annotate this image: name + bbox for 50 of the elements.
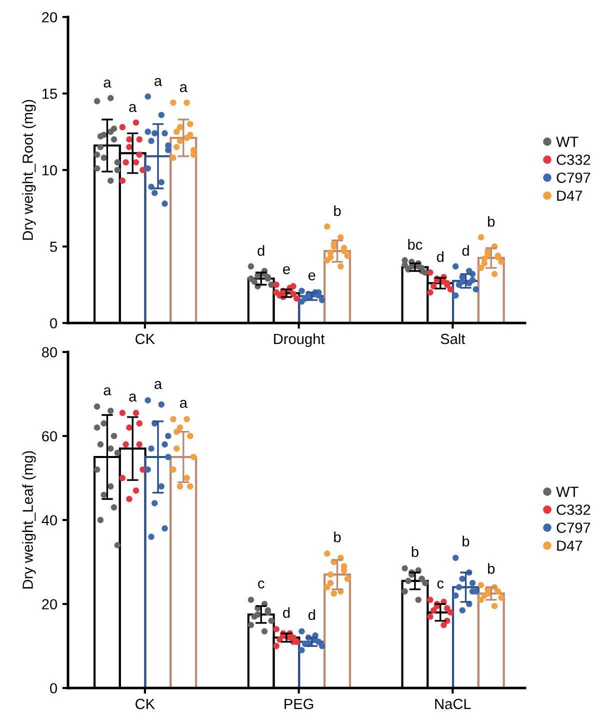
x-tick-label: CK [136, 334, 155, 344]
x-tick-label: Drought [274, 333, 325, 348]
legend-label: C797 [556, 172, 590, 183]
annotation: b [488, 563, 495, 574]
annotation: e [308, 272, 316, 280]
legend-label: WT [556, 136, 578, 147]
x-tick-label: NaCL [435, 698, 471, 710]
legend-label: C332 [556, 504, 590, 515]
annotation: a [129, 104, 137, 112]
legend-label: C332 [556, 154, 590, 165]
x-tick-label: CK [136, 698, 155, 710]
annotation: d [308, 609, 316, 620]
annotation: e [283, 266, 290, 274]
x-tick-label: PEG [284, 698, 314, 710]
annotation: b [488, 216, 495, 227]
y-tick-label: 15 [42, 88, 57, 99]
annotation: b [412, 546, 418, 558]
legend-label: WT [556, 486, 578, 497]
y-axis-title: Dry weight_Leaf (mg) [22, 451, 36, 588]
annotation: b [462, 536, 470, 547]
legend-label: D47 [557, 540, 582, 551]
annotation: d [258, 245, 264, 256]
annotation: a [104, 80, 112, 88]
annotation: a [129, 394, 137, 402]
legend-label: C797 [556, 522, 590, 533]
annotation: d [283, 607, 290, 618]
y-tick-label: 10 [42, 165, 58, 176]
y-tick-label: 0 [50, 683, 58, 694]
annotation: b [334, 205, 341, 216]
y-axis-title: Dry weight_Root (mg) [22, 100, 36, 240]
annotation: a [104, 387, 112, 396]
annotation: c [258, 580, 264, 589]
annotation: a [180, 84, 188, 92]
y-tick-label: 20 [42, 599, 58, 610]
y-tick-label: 5 [50, 242, 57, 252]
annotation: b [334, 532, 341, 542]
annotation: bc [408, 239, 422, 250]
annotation: d [462, 245, 469, 256]
y-tick-label: 40 [42, 515, 58, 526]
annotation: a [154, 381, 162, 390]
y-tick-label: 20 [42, 12, 58, 22]
annotation: c [437, 580, 444, 589]
annotation: d [436, 251, 444, 262]
annotation: a [180, 400, 188, 408]
y-tick-label: 0 [50, 318, 58, 328]
annotation: a [154, 78, 162, 86]
x-tick-label: Salt [440, 333, 466, 344]
y-tick-label: 80 [42, 347, 58, 358]
legend-label: D47 [557, 190, 582, 201]
y-tick-label: 60 [42, 431, 58, 442]
